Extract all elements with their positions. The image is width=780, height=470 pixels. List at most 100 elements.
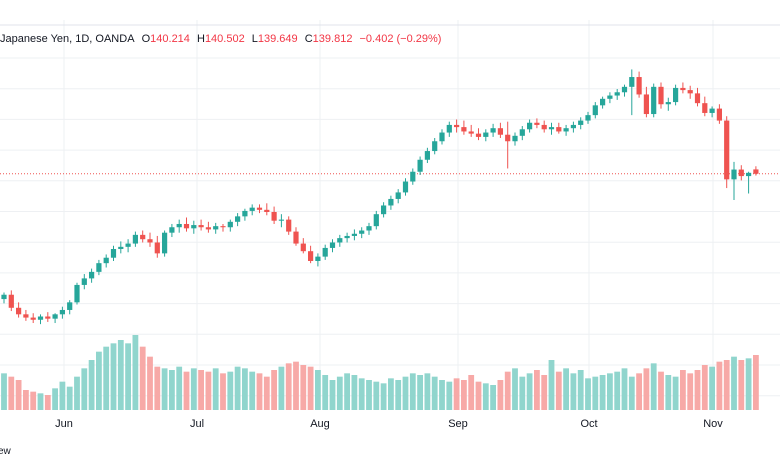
volume-bar xyxy=(658,371,664,410)
candle-body xyxy=(563,128,569,132)
candle xyxy=(140,230,146,243)
candle xyxy=(45,312,51,322)
candle xyxy=(1,292,7,304)
volume-bar xyxy=(285,363,292,410)
volume-bar xyxy=(344,373,350,410)
candle xyxy=(118,241,124,254)
volume-bar xyxy=(30,391,37,410)
candle-body xyxy=(67,302,73,310)
volume-bar xyxy=(592,376,599,410)
candle-body xyxy=(373,214,379,227)
volume-bar xyxy=(110,343,117,410)
volume-bar xyxy=(373,381,380,410)
candle-body xyxy=(702,103,708,113)
candle xyxy=(198,219,204,231)
high-value: 140.502 xyxy=(204,33,245,45)
volume-bar xyxy=(680,370,686,410)
candle-body xyxy=(527,122,533,130)
candle-body xyxy=(366,226,372,231)
candle xyxy=(548,122,555,135)
candle xyxy=(16,302,22,318)
volume-bar xyxy=(66,386,73,410)
candle xyxy=(680,82,686,94)
volume-bar xyxy=(96,351,102,410)
candle xyxy=(256,204,263,214)
candle-body xyxy=(512,135,518,142)
candle-body xyxy=(687,90,693,94)
candle xyxy=(322,244,328,260)
candle xyxy=(702,96,708,117)
candle xyxy=(519,126,525,141)
candle xyxy=(490,123,496,137)
candle xyxy=(205,221,211,233)
candle xyxy=(359,227,365,239)
candle xyxy=(30,313,36,324)
candle xyxy=(534,118,540,129)
candle xyxy=(125,239,131,253)
candle xyxy=(366,222,372,235)
candle xyxy=(461,120,467,135)
volume-bar xyxy=(504,371,511,410)
volume-bar xyxy=(117,340,124,410)
volume-bar xyxy=(607,373,613,410)
candle-body xyxy=(505,134,511,142)
candle-body xyxy=(614,92,620,96)
volume-bar xyxy=(176,366,183,410)
x-tick-label: Nov xyxy=(703,418,723,430)
x-tick-label: Sep xyxy=(448,418,468,430)
volume-bar xyxy=(278,366,285,410)
volume-bar xyxy=(585,378,591,410)
candle-body xyxy=(286,219,292,232)
candle xyxy=(395,189,401,204)
volume-bar xyxy=(519,376,526,410)
volume-bar xyxy=(526,373,533,410)
candle-body xyxy=(424,151,430,160)
volume-bar xyxy=(74,376,80,410)
candle xyxy=(694,87,701,107)
volume-bar xyxy=(388,378,394,410)
candle-body xyxy=(716,108,722,121)
volume-bar xyxy=(636,373,642,410)
candle-body xyxy=(548,127,555,130)
candle xyxy=(621,84,628,97)
candle xyxy=(424,147,430,164)
candle-body xyxy=(147,239,153,243)
volume-bar xyxy=(731,356,737,410)
candle xyxy=(454,119,460,133)
candle-body xyxy=(23,314,29,318)
candle xyxy=(110,245,117,261)
candlestick-series xyxy=(1,69,759,325)
candle-body xyxy=(541,124,547,130)
candle-body xyxy=(315,256,321,261)
candle-body xyxy=(454,124,460,128)
candle-body xyxy=(30,317,36,320)
candle-body xyxy=(118,246,124,250)
volume-bar xyxy=(242,368,248,410)
candle-body xyxy=(183,223,190,229)
candle xyxy=(541,120,547,133)
candle-body xyxy=(110,249,117,258)
candle xyxy=(600,96,606,109)
volume-bar xyxy=(161,368,168,410)
candle-body xyxy=(709,108,715,113)
volume-bar xyxy=(490,385,496,410)
low-label: L xyxy=(251,33,258,45)
candle-body xyxy=(402,181,409,193)
candle-body xyxy=(694,93,701,104)
volume-bar xyxy=(512,368,518,410)
candle xyxy=(81,274,87,290)
candle xyxy=(300,238,306,254)
candle-body xyxy=(519,129,525,136)
volume-bar xyxy=(687,373,694,410)
candle-body xyxy=(300,243,306,252)
candle-body xyxy=(359,230,365,234)
candle-body xyxy=(81,278,87,285)
candle-body xyxy=(235,216,241,222)
volume-bar xyxy=(169,370,175,410)
volume-bar xyxy=(23,390,29,410)
volume-bar xyxy=(461,380,467,410)
candle-body xyxy=(585,115,591,121)
candle xyxy=(512,132,518,146)
candle xyxy=(497,122,503,138)
